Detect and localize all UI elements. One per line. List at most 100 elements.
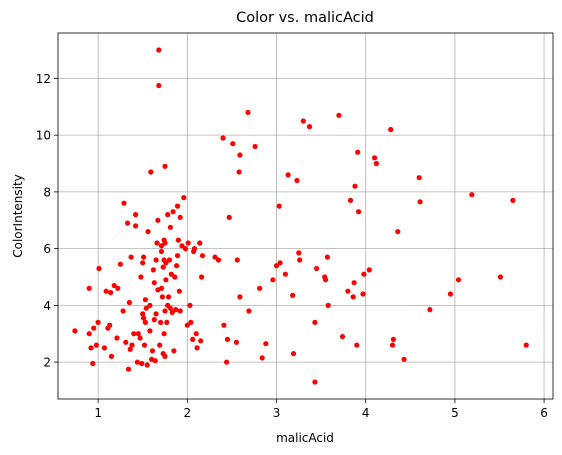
data-point bbox=[300, 118, 306, 124]
data-point bbox=[263, 341, 269, 347]
data-point bbox=[166, 257, 173, 263]
data-point bbox=[125, 220, 131, 226]
data-point bbox=[224, 336, 231, 342]
data-point bbox=[129, 342, 135, 348]
data-point bbox=[153, 257, 159, 263]
data-point bbox=[388, 126, 394, 133]
y-tick-label: 10 bbox=[36, 129, 51, 143]
data-point bbox=[294, 177, 300, 184]
data-point bbox=[361, 271, 367, 277]
y-tick-label: 12 bbox=[36, 72, 51, 86]
data-point bbox=[162, 308, 168, 314]
data-point bbox=[128, 254, 134, 260]
data-point bbox=[114, 335, 120, 341]
data-point bbox=[245, 109, 251, 115]
data-point bbox=[455, 277, 462, 283]
data-point bbox=[157, 342, 163, 348]
data-point bbox=[140, 311, 146, 317]
data-point bbox=[510, 197, 516, 203]
data-point bbox=[277, 260, 283, 266]
data-point bbox=[224, 359, 230, 365]
data-point bbox=[177, 308, 183, 314]
data-point bbox=[155, 217, 161, 223]
data-point bbox=[182, 246, 189, 252]
data-point bbox=[179, 243, 185, 249]
data-point bbox=[164, 319, 170, 325]
data-point bbox=[297, 257, 303, 263]
data-point bbox=[187, 302, 193, 308]
data-point bbox=[158, 285, 165, 291]
data-point bbox=[417, 199, 423, 205]
data-point bbox=[86, 285, 92, 291]
data-point bbox=[356, 209, 362, 215]
data-point bbox=[497, 274, 503, 280]
data-point bbox=[169, 309, 175, 316]
data-point bbox=[354, 342, 360, 348]
data-point bbox=[143, 305, 149, 311]
data-point bbox=[352, 183, 358, 189]
data-point bbox=[139, 360, 145, 367]
x-tick-label: 3 bbox=[273, 406, 281, 420]
data-point bbox=[285, 172, 291, 178]
data-point bbox=[127, 346, 133, 352]
data-point bbox=[191, 246, 198, 252]
data-point bbox=[427, 307, 433, 313]
data-point bbox=[312, 379, 318, 385]
data-point bbox=[167, 305, 173, 311]
data-point bbox=[416, 175, 422, 181]
data-point bbox=[523, 342, 529, 348]
data-point bbox=[141, 342, 148, 348]
data-point bbox=[141, 315, 147, 321]
data-point bbox=[123, 339, 129, 345]
x-tick-label: 5 bbox=[451, 406, 459, 420]
x-tick-label: 1 bbox=[94, 406, 102, 420]
data-point bbox=[103, 288, 109, 294]
data-point bbox=[184, 322, 190, 328]
data-point bbox=[174, 253, 181, 259]
data-point bbox=[90, 360, 96, 367]
data-point bbox=[147, 302, 153, 308]
data-point bbox=[273, 263, 280, 269]
data-point bbox=[290, 292, 296, 298]
data-point bbox=[193, 331, 199, 337]
data-point bbox=[145, 229, 151, 235]
data-point bbox=[246, 308, 252, 314]
data-point bbox=[126, 299, 132, 306]
data-point bbox=[153, 311, 159, 317]
data-point bbox=[88, 345, 94, 351]
data-point bbox=[133, 223, 139, 229]
data-point bbox=[198, 338, 204, 344]
data-point bbox=[237, 152, 243, 158]
data-point bbox=[360, 291, 366, 297]
data-point bbox=[158, 319, 164, 325]
data-point bbox=[131, 331, 137, 337]
x-tick-label: 4 bbox=[362, 406, 370, 420]
plot-frame bbox=[57, 32, 554, 400]
x-axis: 1 2 3 4 5 6 bbox=[94, 399, 548, 420]
data-point bbox=[212, 254, 218, 260]
data-point bbox=[167, 224, 173, 230]
data-point bbox=[257, 285, 263, 291]
data-point bbox=[163, 277, 169, 283]
data-point bbox=[137, 335, 143, 341]
data-point bbox=[134, 359, 140, 365]
data-point bbox=[366, 267, 372, 273]
data-point bbox=[347, 197, 354, 203]
data-point bbox=[101, 345, 107, 351]
data-point bbox=[290, 351, 297, 357]
data-point bbox=[93, 342, 99, 348]
data-point bbox=[158, 243, 165, 249]
data-point bbox=[111, 282, 117, 289]
data-point bbox=[174, 263, 180, 269]
data-point bbox=[151, 317, 157, 323]
data-point bbox=[154, 240, 160, 246]
data-point bbox=[323, 277, 329, 283]
data-point bbox=[96, 265, 102, 272]
data-point bbox=[152, 358, 158, 364]
data-point bbox=[150, 267, 156, 273]
data-point bbox=[226, 214, 232, 220]
data-point bbox=[161, 331, 167, 337]
data-point bbox=[469, 192, 475, 198]
data-point bbox=[276, 203, 282, 209]
